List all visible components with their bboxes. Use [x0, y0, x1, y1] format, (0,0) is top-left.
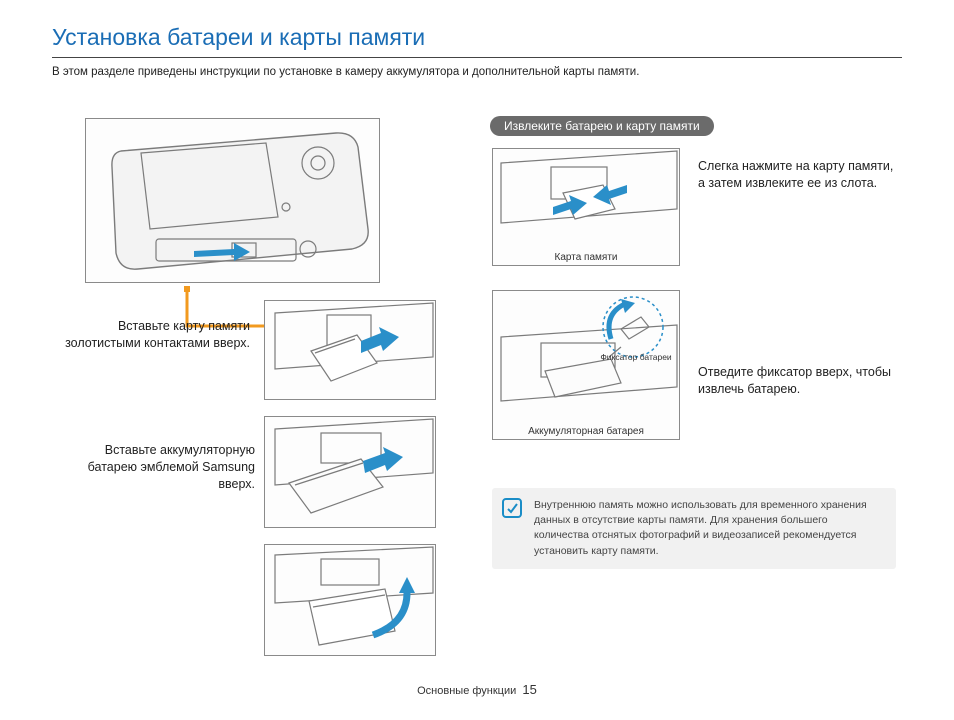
caption-press-card: Слегка нажмите на карту памяти, а затем …: [698, 158, 898, 192]
note-internal-memory: Внутреннюю память можно использовать для…: [492, 488, 896, 569]
caption-insert-battery: Вставьте аккумуляторную батарею эмблемой…: [60, 442, 255, 493]
figure-insert-battery: [264, 416, 436, 528]
caption-lock-up: Отведите фиксатор вверх, чтобы извлечь б…: [698, 364, 898, 398]
label-memory-card: Карта памяти: [493, 252, 679, 263]
note-text: Внутреннюю память можно использовать для…: [534, 499, 867, 557]
footer-section: Основные функции: [417, 685, 516, 697]
page-title: Установка батареи и карты памяти: [52, 24, 902, 51]
figure-insert-card: [264, 300, 436, 400]
figure-remove-battery: Фиксатор батареи Аккумуляторная батарея: [492, 290, 680, 440]
page-footer: Основные функции 15: [0, 682, 954, 697]
figure-camera-overview: [85, 118, 380, 283]
footer-page-number: 15: [522, 682, 536, 697]
camera-illustration: [86, 119, 381, 284]
figure-remove-card: Карта памяти: [492, 148, 680, 266]
figure-close-door: [264, 544, 436, 656]
note-icon: [502, 498, 522, 518]
caption-insert-card: Вставьте карту памяти золотистыми контак…: [60, 318, 250, 352]
label-battery: Аккумуляторная батарея: [493, 426, 679, 437]
intro-text: В этом разделе приведены инструкции по у…: [52, 66, 902, 78]
title-rule: [52, 57, 902, 58]
remove-section-heading: Извлеките батарею и карту памяти: [490, 116, 714, 136]
label-battery-lock: Фиксатор батареи: [593, 353, 679, 362]
